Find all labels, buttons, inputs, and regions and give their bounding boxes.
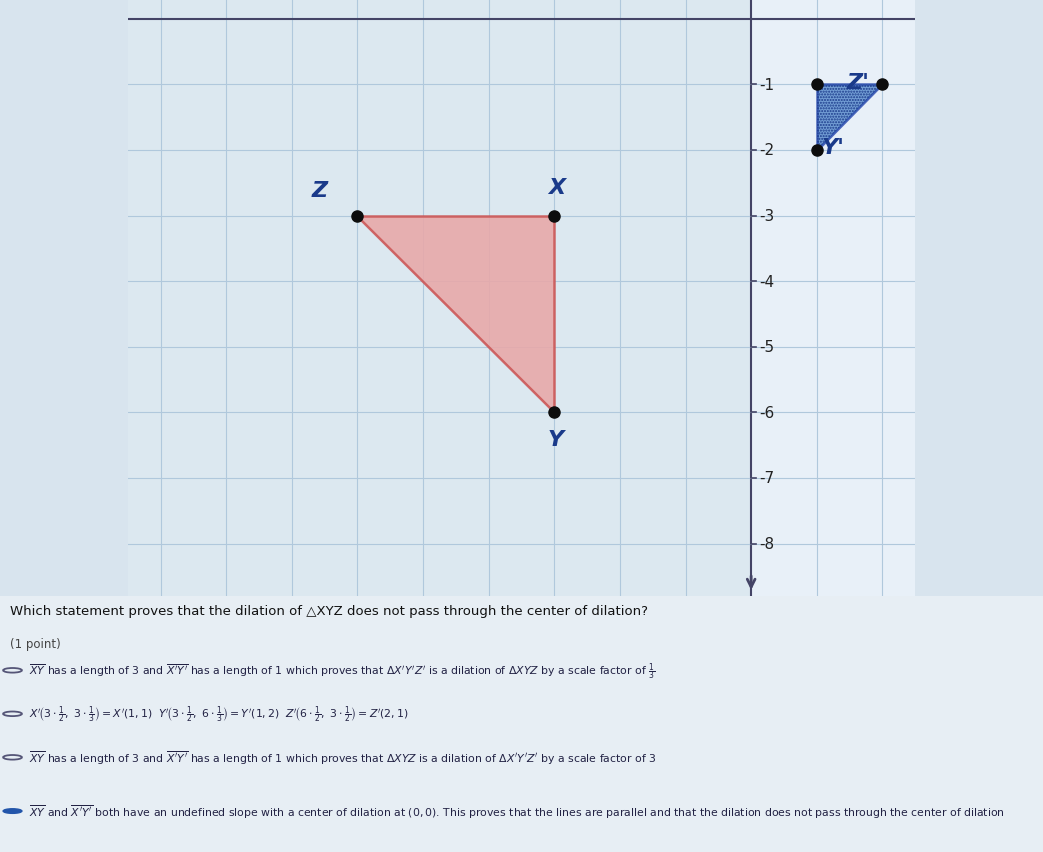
Text: -4: -4 (759, 274, 774, 290)
Text: Y: Y (548, 429, 564, 450)
Text: -7: -7 (759, 471, 774, 486)
Text: $\overline{XY}$ has a length of 3 and $\overline{X'Y'}$ has a length of 1 which : $\overline{XY}$ has a length of 3 and $\… (29, 749, 656, 766)
Text: -2: -2 (759, 143, 774, 158)
Text: $\overline{XY}$ has a length of 3 and $\overline{X'Y'}$ has a length of 1 which : $\overline{XY}$ has a length of 3 and $\… (29, 660, 655, 681)
Text: -8: -8 (759, 537, 774, 551)
Text: $\overline{XY}$ and $\overline{X'Y'}$ both have an undefined slope with a center: $\overline{XY}$ and $\overline{X'Y'}$ bo… (29, 803, 1005, 820)
Text: X: X (548, 177, 565, 198)
Text: -6: -6 (759, 406, 774, 420)
Text: -3: -3 (759, 209, 774, 224)
Text: Z: Z (312, 181, 328, 200)
Text: -5: -5 (759, 340, 774, 354)
Polygon shape (358, 216, 554, 413)
Text: $X'\!\left(3\cdot\frac{1}{2},\ 3\cdot\frac{1}{3}\right)=X'(1,1)$  $Y'\!\left(3\c: $X'\!\left(3\cdot\frac{1}{2},\ 3\cdot\fr… (29, 703, 409, 725)
Text: -1: -1 (759, 78, 774, 93)
Circle shape (3, 809, 22, 814)
Text: Z': Z' (846, 72, 869, 93)
Text: (1 point): (1 point) (10, 637, 62, 650)
Text: Which statement proves that the dilation of △XYZ does not pass through the cente: Which statement proves that the dilation… (10, 604, 649, 617)
Polygon shape (817, 85, 882, 151)
Bar (751, 0, 915, 596)
Text: Y': Y' (822, 138, 845, 158)
